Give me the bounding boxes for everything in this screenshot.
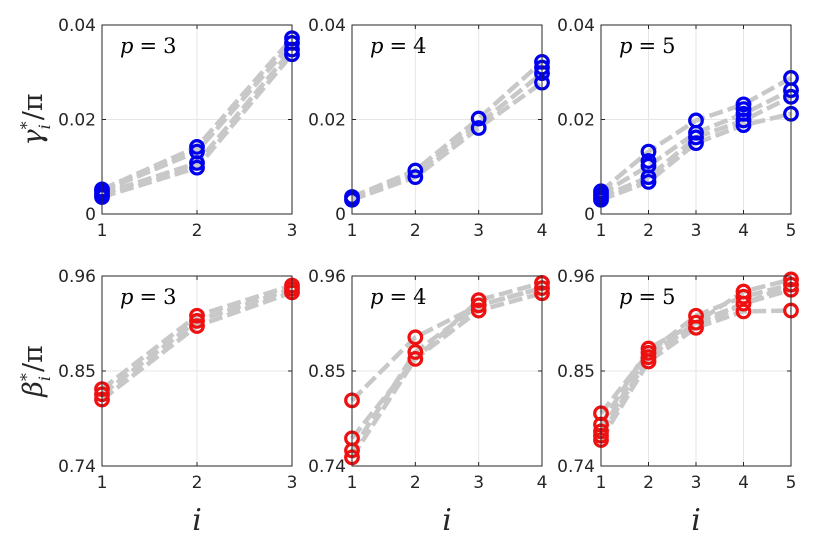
x-tick-label: 3 bbox=[287, 473, 298, 493]
guide-line bbox=[599, 88, 793, 197]
y-tick-label: 0.74 bbox=[308, 457, 346, 477]
y-tick-label: 0.02 bbox=[58, 111, 96, 131]
guide-line bbox=[350, 280, 543, 440]
data-point bbox=[470, 297, 487, 314]
data-point bbox=[470, 120, 487, 136]
data-point bbox=[735, 288, 752, 305]
guide-line bbox=[351, 80, 544, 202]
data-point bbox=[640, 340, 657, 357]
data-point bbox=[688, 112, 704, 129]
x-tick-label: 1 bbox=[596, 221, 607, 241]
data-point bbox=[470, 110, 487, 127]
x-tick-label: 3 bbox=[287, 221, 298, 241]
data-point bbox=[640, 153, 657, 169]
panel-gamma-p4: 1 2 3 4 0 0.02 0.04 p = 4 bbox=[308, 16, 550, 241]
panel-annotation: p = 4 bbox=[370, 285, 426, 309]
y-tick-label: 0 bbox=[85, 205, 96, 225]
x-axis-label: i bbox=[192, 503, 202, 538]
data-point bbox=[407, 162, 424, 179]
y-tick-label: 0.96 bbox=[557, 267, 595, 287]
y-tick-label: 0.04 bbox=[58, 16, 96, 36]
y-tick-label: 0.85 bbox=[557, 362, 595, 382]
panel-annotation: p = 3 bbox=[120, 34, 176, 58]
data-point bbox=[407, 344, 424, 360]
panel-annotation: p = 3 bbox=[120, 285, 176, 309]
x-tick-label: 1 bbox=[347, 221, 358, 241]
guide-line bbox=[599, 75, 793, 194]
x-tick-label: 3 bbox=[691, 473, 702, 493]
y-tick-label: 0.02 bbox=[308, 111, 346, 131]
panel-annotation: p = 4 bbox=[370, 34, 426, 58]
x-tick-label: 4 bbox=[537, 221, 548, 241]
x-tick-label: 2 bbox=[192, 221, 203, 241]
data-point bbox=[735, 283, 752, 300]
guide-line bbox=[351, 60, 544, 200]
data-point bbox=[470, 292, 487, 309]
y-tick-label: 0.04 bbox=[557, 16, 595, 36]
x-tick-label: 1 bbox=[97, 473, 108, 493]
panel-beta-p5: 1 2 3 4 5 0.74 0.85 0.96 p = 5 bbox=[557, 267, 799, 493]
x-tick-label: 2 bbox=[410, 473, 421, 493]
data-point bbox=[640, 143, 657, 160]
x-tick-label: 5 bbox=[786, 473, 797, 493]
data-point bbox=[688, 135, 704, 152]
x-tick-label: 2 bbox=[643, 221, 654, 241]
y-tick-label: 0 bbox=[584, 205, 595, 225]
data-point bbox=[735, 303, 752, 320]
data-point bbox=[407, 329, 424, 346]
x-tick-label: 2 bbox=[643, 473, 654, 493]
x-tick-label: 4 bbox=[738, 221, 749, 241]
panel-annotation: p = 5 bbox=[619, 285, 675, 309]
data-point bbox=[407, 169, 424, 186]
guide-line bbox=[351, 71, 544, 201]
x-tick-label: 1 bbox=[596, 473, 607, 493]
guide-line bbox=[350, 291, 543, 459]
x-axis-label: i bbox=[442, 503, 452, 538]
data-point bbox=[688, 307, 704, 324]
y-tick-label: 0.85 bbox=[58, 362, 96, 382]
x-tick-label: 1 bbox=[97, 221, 108, 241]
y-tick-label: 0.74 bbox=[557, 457, 595, 477]
x-tick-label: 3 bbox=[473, 221, 484, 241]
guide-line bbox=[600, 111, 792, 202]
guide-line bbox=[599, 282, 792, 415]
y-tick-label: 0.04 bbox=[308, 16, 346, 36]
data-point bbox=[189, 307, 205, 324]
y-axis-label: β*i/π bbox=[17, 345, 54, 398]
y-tick-label: 0.02 bbox=[557, 111, 595, 131]
data-point bbox=[735, 96, 752, 113]
data-point bbox=[189, 318, 205, 334]
y-tick-label: 0.96 bbox=[58, 267, 96, 287]
y-tick-label: 0 bbox=[335, 205, 346, 225]
x-tick-label: 2 bbox=[410, 221, 421, 241]
guide-line bbox=[600, 94, 793, 200]
x-tick-label: 2 bbox=[192, 473, 203, 493]
y-tick-label: 0.85 bbox=[308, 362, 346, 382]
data-point bbox=[688, 314, 704, 331]
guide-line bbox=[350, 285, 543, 402]
y-tick-label: 0.96 bbox=[308, 267, 346, 287]
data-point bbox=[470, 302, 487, 319]
panel-beta-p3: 1 2 3 0.74 0.85 0.96 p = 3 bbox=[58, 267, 300, 493]
panel-gamma-p3: 1 2 3 0 0.02 0.04 p = 3 bbox=[58, 16, 300, 241]
x-tick-label: 4 bbox=[738, 473, 749, 493]
x-tick-label: 5 bbox=[786, 221, 797, 241]
panel-gamma-p5: 1 2 3 4 5 0 0.02 0.04 p = 5 bbox=[557, 16, 799, 241]
x-tick-label: 1 bbox=[347, 473, 358, 493]
x-tick-label: 4 bbox=[537, 473, 548, 493]
panel-annotation: p = 5 bbox=[619, 34, 675, 58]
y-tick-label: 0.74 bbox=[58, 457, 96, 477]
data-point bbox=[407, 351, 424, 367]
y-axis-label: γ*i/π bbox=[17, 93, 54, 145]
x-axis-label: i bbox=[691, 503, 701, 538]
data-point bbox=[189, 139, 205, 155]
panel-beta-p4: 1 2 3 4 0.74 0.85 0.96 p = 4 bbox=[308, 267, 550, 493]
data-point bbox=[189, 313, 205, 329]
x-tick-label: 3 bbox=[691, 221, 702, 241]
x-tick-label: 3 bbox=[473, 473, 484, 493]
